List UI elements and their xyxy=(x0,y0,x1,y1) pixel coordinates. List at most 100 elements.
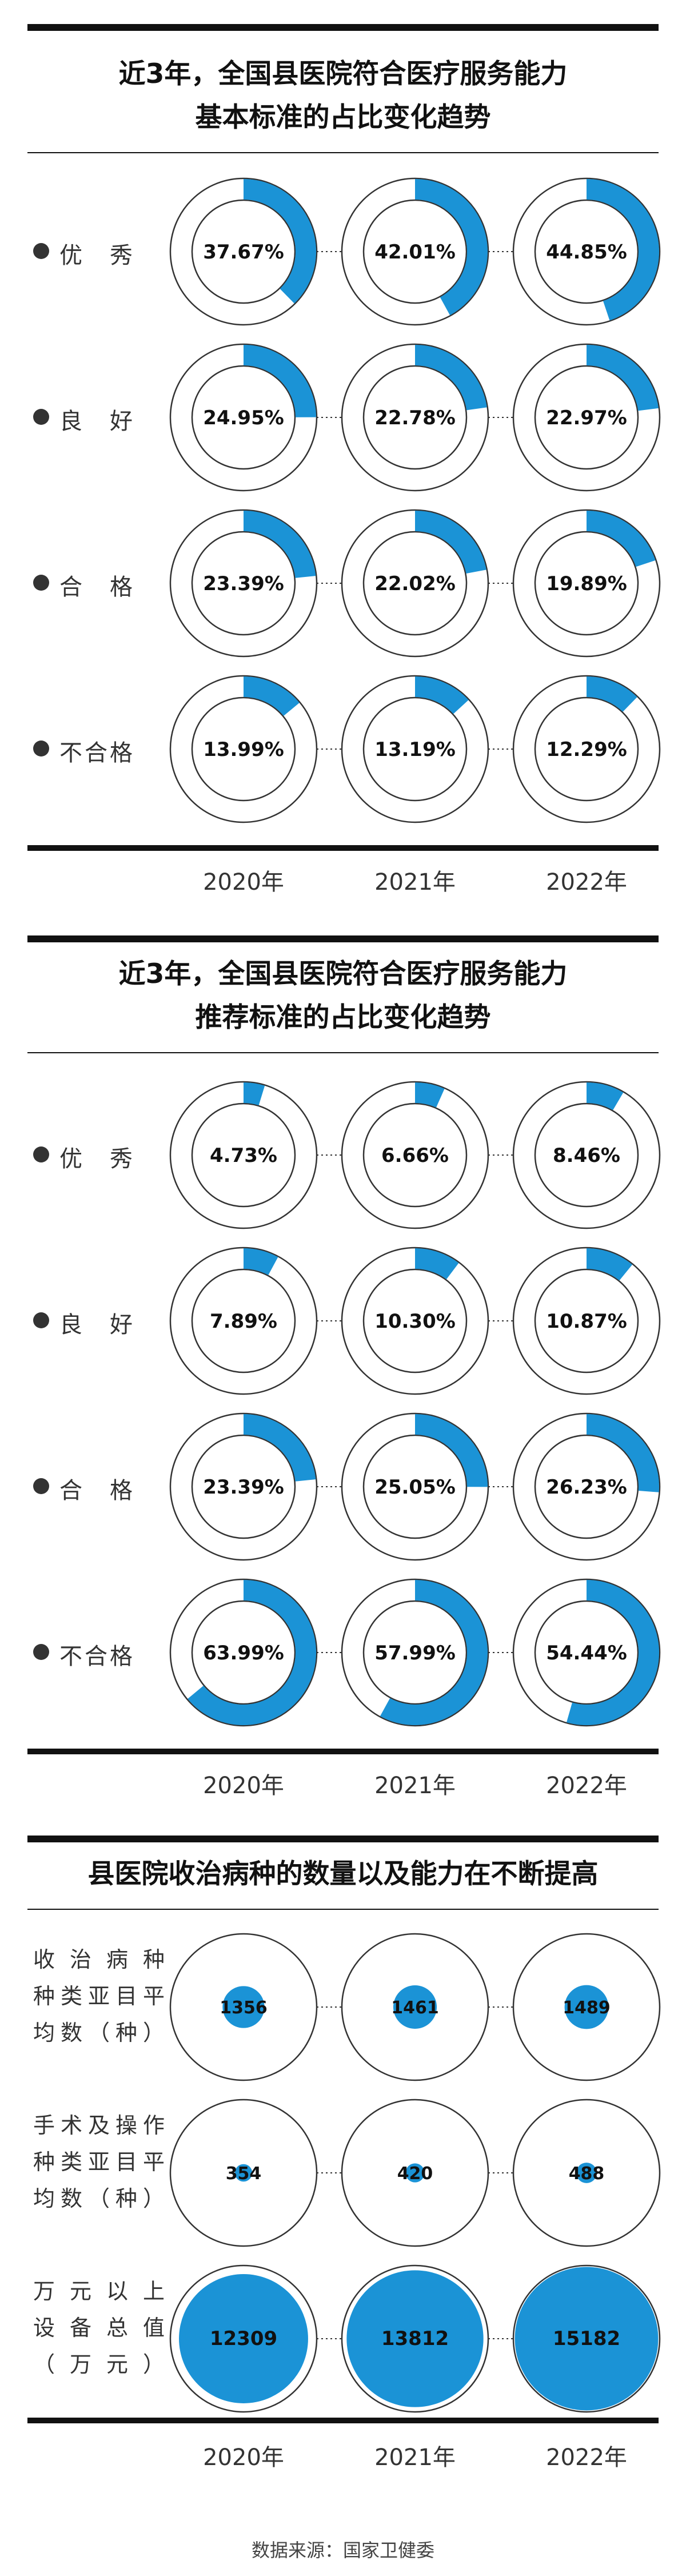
s3-row2-col2-outer-ring xyxy=(512,2264,661,2413)
s2-row1-col0-value-label: 7.89% xyxy=(210,1310,277,1333)
s2-row3-col0-value-label: 63.99% xyxy=(203,1642,284,1665)
bullet-dot-icon xyxy=(33,1312,49,1328)
section1-row-label-good: 良 好 xyxy=(33,403,135,436)
s2-row1-col0-inner-ring xyxy=(191,1268,296,1373)
s2-row2-col1-value-arc xyxy=(414,1414,488,1487)
s1-row2-col2-outer-ring xyxy=(512,509,661,658)
s1-row1-col1-value-arc xyxy=(414,345,487,411)
s2-row1-col0-outer-ring xyxy=(169,1247,318,1395)
s2-row2-col2-outer-ring xyxy=(512,1412,661,1561)
s1-row0-col2-outer-ring xyxy=(512,177,661,326)
s2-row2-col0-outer-ring xyxy=(169,1412,318,1561)
section3-year-2022: 2022年 xyxy=(546,2444,627,2471)
section1-title-rule xyxy=(27,152,659,153)
s3-row1-col0-value-bubble xyxy=(234,2164,253,2182)
s3-row1-col2-value-label: 488 xyxy=(569,2164,605,2184)
s1-row3-col2-value-label: 12.29% xyxy=(546,738,627,761)
s3-row1-col1-outer-ring xyxy=(341,2099,489,2247)
s3-row0-col0-value-bubble xyxy=(222,1986,265,2028)
section3-row-label-surgery-types: 手术及操作 种类亚目平 均数（种） xyxy=(33,2113,165,2211)
s1-row2-col1-value-label: 22.02% xyxy=(374,572,456,595)
section3-title-rule xyxy=(27,1909,659,1910)
s1-row0-col2-inner-ring xyxy=(534,199,639,304)
s2-row1-col1-outer-ring xyxy=(341,1247,489,1395)
s1-row3-col0-outer-ring xyxy=(169,675,318,823)
s2-row3-col2-value-label: 54.44% xyxy=(546,1642,627,1665)
bullet-dot-icon xyxy=(33,243,49,259)
s1-row3-col2-inner-ring xyxy=(534,696,639,802)
s1-row1-col0-outer-ring xyxy=(169,343,318,492)
s3-row2-col0-outer-ring xyxy=(169,2264,318,2413)
s1-row0-col2-value-arc xyxy=(586,179,659,321)
s2-row0-col2-outer-ring xyxy=(512,1081,661,1229)
s2-row1-col1-value-arc xyxy=(414,1248,459,1280)
s2-row2-col0-inner-ring xyxy=(191,1434,296,1539)
section1-donut-grid: 37.67% 42.01% 44.85% 24.95% 22.78% 22.97% 23.3… xyxy=(169,177,661,823)
section3-bubble-grid: 1356 1461 1489 354 420 488 12309 13812 15182 xyxy=(169,1933,661,2413)
section1-year-2020: 2020年 xyxy=(203,869,284,895)
bullet-dot-icon xyxy=(33,1644,49,1660)
s2-row0-col2-value-label: 8.46% xyxy=(553,1144,620,1167)
s2-row2-col1-outer-ring xyxy=(341,1412,489,1561)
s2-row3-col1-value-label: 57.99% xyxy=(374,1642,456,1665)
s1-row3-col1-value-arc xyxy=(414,676,469,714)
section3-row-label-disease-types: 收治病种 种类亚目平 均数（种） xyxy=(33,1947,165,2045)
section2-title-line2: 推荐标准的占比变化趋势 xyxy=(195,1002,491,1033)
bullet-dot-icon xyxy=(33,409,49,425)
section1-year-2022: 2022年 xyxy=(546,869,627,895)
s1-row3-col0-value-label: 13.99% xyxy=(203,738,284,761)
section2-donut-grid: 4.73% 6.66% 8.46% 7.89% 10.30% 10.87% 23.39% 25… xyxy=(169,1081,661,1727)
s1-row0-col0-outer-ring xyxy=(169,177,318,326)
s1-row2-col2-value-label: 19.89% xyxy=(546,572,627,595)
s1-row2-col0-inner-ring xyxy=(191,531,296,636)
s3-row1-col2-value-bubble xyxy=(576,2163,597,2183)
s2-row3-col0-outer-ring xyxy=(169,1578,318,1727)
s3-row0-col0-outer-ring xyxy=(169,1933,318,2081)
s1-row1-col0-value-label: 24.95% xyxy=(203,407,284,429)
s2-row1-col2-value-label: 10.87% xyxy=(546,1310,627,1333)
section2-year-2022: 2022年 xyxy=(546,1773,627,1799)
s2-row2-col1-value-label: 25.05% xyxy=(374,1476,456,1499)
s1-row3-col0-value-arc xyxy=(243,676,300,716)
s3-row2-col1-value-label: 13812 xyxy=(381,2327,449,2350)
section3-top-bar xyxy=(27,1836,659,1842)
s1-row1-col0-value-arc xyxy=(243,345,316,418)
section2-title-rule xyxy=(27,1052,659,1053)
s1-row0-col1-value-label: 42.01% xyxy=(374,241,456,264)
s2-row3-col2-inner-ring xyxy=(534,1600,639,1705)
s1-row3-col1-inner-ring xyxy=(362,696,468,802)
s2-row2-col0-value-label: 23.39% xyxy=(203,1476,284,1499)
s2-row0-col0-outer-ring xyxy=(169,1081,318,1229)
s2-row1-col2-outer-ring xyxy=(512,1247,661,1395)
s3-row0-col2-value-bubble xyxy=(564,1985,609,2029)
s1-row0-col0-inner-ring xyxy=(191,199,296,304)
section1-title-line2: 基本标准的占比变化趋势 xyxy=(195,102,491,133)
s1-row0-col1-inner-ring xyxy=(362,199,468,304)
s1-row2-col2-value-arc xyxy=(586,511,656,567)
s1-row3-col1-outer-ring xyxy=(341,675,489,823)
s1-row2-col1-inner-ring xyxy=(362,531,468,636)
s3-row0-col1-value-bubble xyxy=(393,1985,437,2029)
s1-row2-col0-outer-ring xyxy=(169,509,318,658)
s2-row0-col2-inner-ring xyxy=(534,1102,639,1208)
s2-row1-col2-inner-ring xyxy=(534,1268,639,1373)
s1-row0-col1-value-arc xyxy=(414,179,488,316)
s1-row1-col2-value-arc xyxy=(586,345,659,411)
section3-row-label-equipment-value: 万元以上 设备总值 （万元） xyxy=(33,2279,165,2377)
s1-row3-col0-inner-ring xyxy=(191,696,296,802)
section2-row-label-fail: 不合格 xyxy=(33,1638,135,1671)
s3-row1-col2-outer-ring xyxy=(512,2099,661,2247)
section1-title-line1: 近3年，全国县医院符合医疗服务能力 xyxy=(118,58,568,90)
section2-year-2021: 2021年 xyxy=(374,1773,456,1799)
s3-row2-col0-value-bubble xyxy=(179,2274,308,2403)
s1-row0-col2-value-label: 44.85% xyxy=(546,241,627,264)
section2-row-label-good: 良 好 xyxy=(33,1306,135,1339)
section2-bottom-rule xyxy=(27,1749,659,1754)
section3-title: 县医院收治病种的数量以及能力在不断提高 xyxy=(87,1858,599,1890)
section2-top-bar xyxy=(27,935,659,942)
s2-row0-col1-value-label: 6.66% xyxy=(381,1144,449,1167)
s2-row1-col0-value-arc xyxy=(243,1248,278,1276)
section1-row-label-pass: 合 格 xyxy=(33,568,135,602)
s1-row3-col2-outer-ring xyxy=(512,675,661,823)
section2-year-2020: 2020年 xyxy=(203,1773,284,1799)
